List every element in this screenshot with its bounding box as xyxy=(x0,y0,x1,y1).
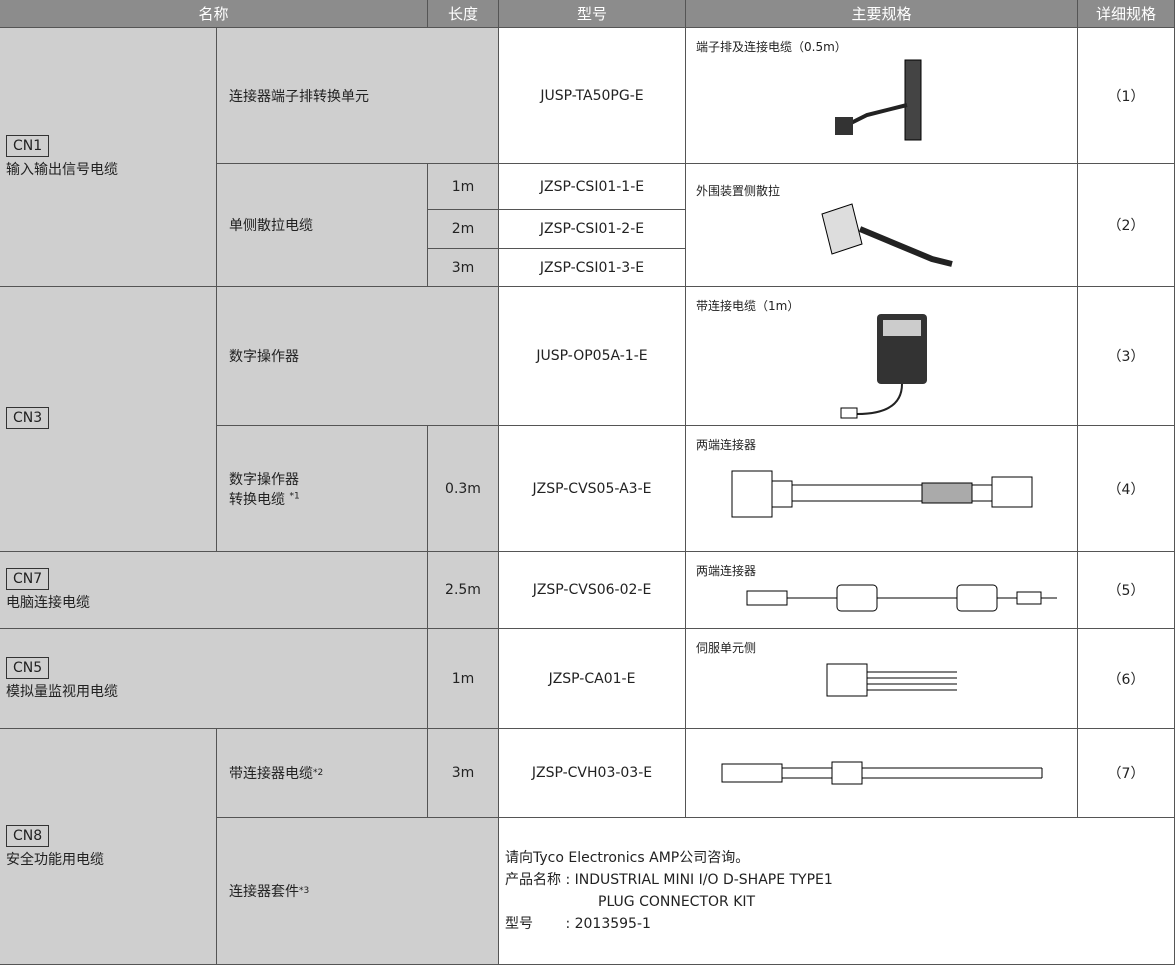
group-label: 电脑连接电缆 xyxy=(6,595,90,611)
spec-text: 两端连接器 xyxy=(696,564,757,578)
group-cell: CN5 模拟量监视用电缆 xyxy=(0,629,428,729)
model: JUSP-OP05A-1-E xyxy=(499,287,686,426)
connector-tag: CN8 xyxy=(6,824,50,847)
detail: （4） xyxy=(1078,426,1175,552)
item-name: 单侧散拉电缆 xyxy=(217,164,428,287)
group-label: 安全功能用电缆 xyxy=(6,851,104,868)
length: 3m xyxy=(428,249,499,287)
length: 1m xyxy=(428,164,499,210)
note: *2 xyxy=(313,768,324,778)
kit-line: PLUG CONNECTOR KIT xyxy=(598,894,756,910)
length: 1m xyxy=(428,629,499,729)
spec-cell: 两端连接器 xyxy=(686,426,1078,552)
model: JZSP-CA01-E xyxy=(499,629,686,729)
model: JZSP-CVS05-A3-E xyxy=(499,426,686,552)
connector-tag: CN7 xyxy=(6,568,50,590)
item-name: 连接器端子排转换单元 xyxy=(217,28,499,164)
product-image xyxy=(721,761,1042,785)
model: JZSP-CSI01-3-E xyxy=(499,249,686,287)
model: JUSP-TA50PG-E xyxy=(499,28,686,164)
spec-cell xyxy=(686,729,1078,818)
kit-line: 请向Tyco Electronics AMP公司咨询。 xyxy=(505,850,750,866)
detail: （2） xyxy=(1078,164,1175,287)
header-cell: 型号 xyxy=(499,0,686,28)
spec-text: 伺服单元侧 xyxy=(696,641,757,655)
group-cell: CN8 安全功能用电缆 xyxy=(0,729,217,965)
model: JZSP-CSI01-1-E xyxy=(499,164,686,210)
kit-line: 产品名称 : INDUSTRIAL MINI I/O D-SHAPE TYPE1 xyxy=(505,872,833,888)
detail: （5） xyxy=(1078,552,1175,629)
connector-tag: CN1 xyxy=(6,135,50,157)
header-cell: 名称 xyxy=(0,0,428,28)
length: 3m xyxy=(428,729,499,818)
detail: （1） xyxy=(1078,28,1175,164)
group-cell: CN7 电脑连接电缆 xyxy=(0,552,428,629)
connector-tag: CN5 xyxy=(6,656,50,679)
group-cell: CN3 xyxy=(0,287,217,552)
header-cell: 主要规格 xyxy=(686,0,1078,28)
group-label: 输入输出信号电缆 xyxy=(6,162,118,178)
spec-text: 端子排及连接电缆（0.5m） xyxy=(696,40,847,54)
spec-cell: 两端连接器 xyxy=(686,552,1078,629)
product-image xyxy=(834,59,921,141)
length: 2.5m xyxy=(428,552,499,629)
item-name: 连接器套件 *3 xyxy=(217,818,499,965)
header-cell: 长度 xyxy=(428,0,499,28)
spec-cell: 带连接电缆（1m） xyxy=(686,287,1078,426)
item-name: 带连接器电缆 *2 xyxy=(217,729,428,818)
note: *3 xyxy=(299,886,310,896)
model: JZSP-CVH03-03-E xyxy=(499,729,686,818)
name-text: 带连接器电缆 xyxy=(229,766,313,782)
spec-text: 外围装置侧散拉 xyxy=(696,184,781,198)
detail: （3） xyxy=(1078,287,1175,426)
item-name: 数字操作器 转换电缆 *1 xyxy=(217,426,428,552)
product-image xyxy=(820,203,953,267)
header-cell: 详细规格 xyxy=(1078,0,1175,28)
name-text: 转换电缆 xyxy=(229,491,290,508)
model: JZSP-CSI01-2-E xyxy=(499,210,686,249)
length: 2m xyxy=(428,210,499,249)
detail: （7） xyxy=(1078,729,1175,818)
name-line: 转换电缆 *1 xyxy=(229,489,300,509)
spec-text: 两端连接器 xyxy=(696,438,757,452)
name-text: 连接器套件 xyxy=(229,884,299,900)
detail: （6） xyxy=(1078,629,1175,729)
product-image xyxy=(731,470,1032,518)
group-label: 模拟量监视用电缆 xyxy=(6,683,118,700)
model: JZSP-CVS06-02-E xyxy=(499,552,686,629)
item-name: 数字操作器 xyxy=(217,287,499,426)
spec-cell: 端子排及连接电缆（0.5m） xyxy=(686,28,1078,164)
connector-tag: CN3 xyxy=(6,407,50,429)
kit-line: 型号 : 2013595-1 xyxy=(505,916,651,932)
name-line: 数字操作器 xyxy=(229,471,299,488)
product-image xyxy=(840,314,927,419)
spec-text: 带连接电缆（1m） xyxy=(696,299,800,313)
kit-info: 请向Tyco Electronics AMP公司咨询。 产品名称 : INDUS… xyxy=(499,818,1175,965)
spec-cell: 伺服单元侧 xyxy=(686,629,1078,729)
length: 0.3m xyxy=(428,426,499,552)
spec-cell: 外围装置侧散拉 xyxy=(686,164,1078,287)
note: *1 xyxy=(289,490,300,501)
product-image xyxy=(826,663,957,697)
product-image xyxy=(746,584,1057,612)
group-cell: CN1 输入输出信号电缆 xyxy=(0,28,217,287)
